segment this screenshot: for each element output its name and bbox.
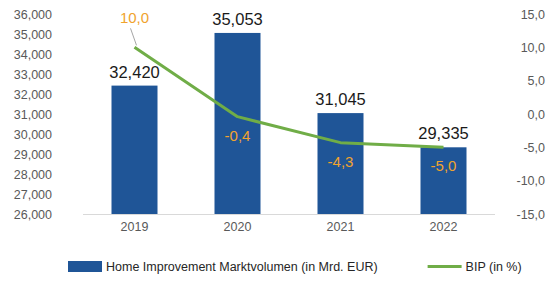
legend: Home Improvement Marktvolumen (in Mrd. E… xyxy=(68,260,522,274)
bar-label: 35,053 xyxy=(212,10,262,28)
legend-swatch xyxy=(68,261,102,272)
y-tick-label: 36,000 xyxy=(14,8,52,22)
bar-label: 29,335 xyxy=(418,124,468,142)
y-tick-label: 28,000 xyxy=(14,168,52,182)
label-leader xyxy=(131,28,137,45)
y-tick-label: 29,000 xyxy=(14,148,52,162)
line-label: -4,3 xyxy=(328,153,354,170)
x-axis-line xyxy=(83,214,495,215)
y-tick-label: 34,000 xyxy=(14,48,52,62)
legend-label: Home Improvement Marktvolumen (in Mrd. E… xyxy=(106,260,378,274)
bar xyxy=(112,86,158,214)
x-tick-label: 2022 xyxy=(430,220,458,234)
y-tick-label: 35,000 xyxy=(14,28,52,42)
line xyxy=(135,47,444,147)
page: {"chart_data": { "type": "bar", "categor… xyxy=(0,0,550,282)
line-label: -5,0 xyxy=(431,157,457,174)
x-tick-label: 2020 xyxy=(224,220,252,234)
bar-label: 31,045 xyxy=(315,90,365,108)
bar xyxy=(215,33,261,214)
bar xyxy=(421,147,467,214)
legend-label: BIP (in %) xyxy=(466,260,522,274)
y2-tick-label: -15,0 xyxy=(517,208,546,222)
y2-tick-label: -10,0 xyxy=(517,174,546,188)
y-tick-label: 33,000 xyxy=(14,68,52,82)
y2-tick-label: 5,0 xyxy=(528,74,545,88)
bar xyxy=(318,113,364,214)
line-label: -0,4 xyxy=(225,127,251,144)
x-tick-label: 2019 xyxy=(121,220,149,234)
y2-tick-label: -5,0 xyxy=(523,141,545,155)
data-labels: 32,420 35,053 31,045 29,335 10,0 -0,4 -4,3 -5,0 xyxy=(109,9,468,174)
legend-swatch xyxy=(428,265,462,268)
bar-label: 32,420 xyxy=(109,63,159,81)
line-label: 10,0 xyxy=(120,9,149,26)
y2-tick-label: 0,0 xyxy=(528,108,545,122)
y-tick-label: 31,000 xyxy=(14,108,52,122)
y2-tick-label: 10,0 xyxy=(521,41,545,55)
plot-area xyxy=(112,33,467,214)
y-tick-label: 32,000 xyxy=(14,88,52,102)
chart: 26,000 27,000 28,000 29,000 30,000 31,000 32,0… xyxy=(0,0,550,282)
x-tick-label: 2021 xyxy=(327,220,355,234)
y-tick-label: 30,000 xyxy=(14,128,52,142)
y-tick-label: 27,000 xyxy=(14,188,52,202)
y-tick-label: 26,000 xyxy=(14,208,52,222)
y2-tick-label: 15,0 xyxy=(521,8,545,22)
